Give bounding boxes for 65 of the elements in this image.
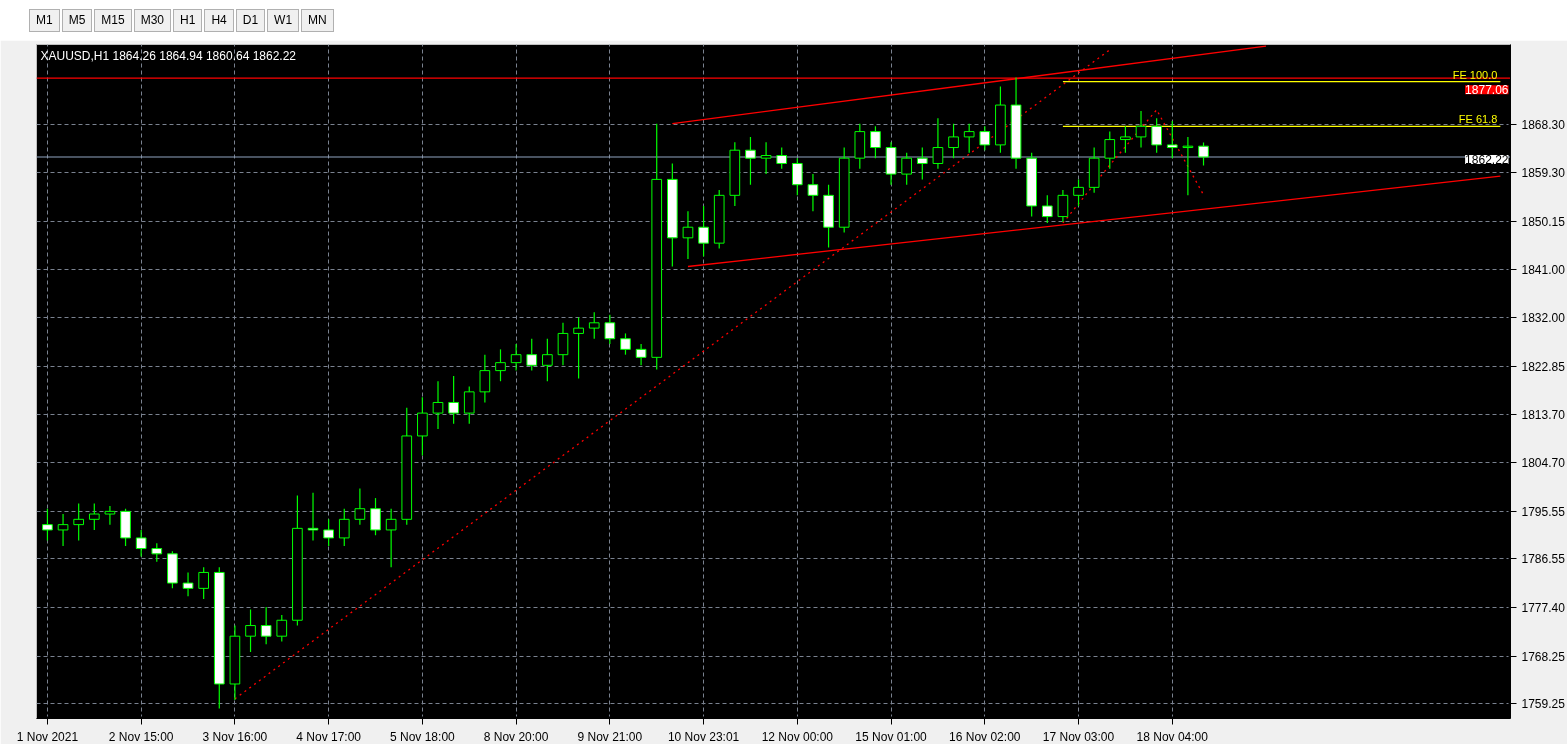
y-tick-label: 1804.70 bbox=[1521, 456, 1566, 470]
y-tick-label: 1859.30 bbox=[1521, 166, 1566, 180]
series-label: FE 61.8 bbox=[1458, 113, 1498, 126]
candlestick bbox=[557, 322, 569, 366]
candlestick bbox=[1010, 76, 1022, 170]
x-tick-label: 15 Nov 01:00 bbox=[855, 729, 928, 744]
x-tick-label: 9 Nov 21:00 bbox=[577, 729, 643, 744]
candlestick bbox=[620, 332, 631, 356]
y-tick-label: 1841.00 bbox=[1521, 263, 1566, 278]
candlestick bbox=[229, 624, 241, 701]
candlestick bbox=[682, 210, 694, 260]
series-label: FE 100.0 bbox=[1452, 68, 1498, 81]
ref-line-label: 1877.06 bbox=[1465, 83, 1509, 98]
candlestick bbox=[432, 380, 444, 430]
y-tick-label: 1759.25 bbox=[1521, 697, 1566, 712]
x-tick-label: 8 Nov 20:00 bbox=[483, 729, 549, 744]
candlestick bbox=[1182, 136, 1194, 196]
y-tick-label: 1795.55 bbox=[1521, 504, 1566, 519]
x-tick-label: 1 Nov 2021 bbox=[16, 729, 79, 744]
x-tick-label: 3 Nov 16:00 bbox=[202, 729, 268, 744]
y-tick-label: 1777.40 bbox=[1521, 600, 1566, 615]
x-tick-label: 17 Nov 03:00 bbox=[1042, 729, 1115, 744]
ref-line-label: 1862.22 bbox=[1465, 152, 1509, 167]
text: M30 bbox=[133, 9, 172, 33]
candlestick bbox=[807, 173, 819, 212]
candlestick bbox=[510, 343, 522, 372]
chart-title: XAUUSD,H1 1864.26 1864.94 1860.64 1862.22 bbox=[40, 48, 297, 63]
y-tick-label: 1850.15 bbox=[1521, 214, 1566, 229]
text: M1 bbox=[29, 9, 60, 33]
x-tick-label: 4 Nov 17:00 bbox=[296, 729, 362, 744]
x-tick-label: 5 Nov 18:00 bbox=[390, 729, 456, 744]
x-tick-label: 2 Nov 15:00 bbox=[108, 729, 174, 744]
candlestick bbox=[1057, 189, 1069, 223]
y-tick-label: 1832.00 bbox=[1521, 311, 1566, 325]
text: W1 bbox=[267, 9, 300, 33]
candlestick bbox=[182, 571, 194, 597]
y-tick-label: 1868.30 bbox=[1521, 118, 1566, 133]
x-tick-label: 16 Nov 02:00 bbox=[949, 729, 1021, 744]
candlestick bbox=[604, 314, 616, 345]
candlestick bbox=[635, 343, 647, 366]
y-tick-label: 1822.85 bbox=[1521, 359, 1566, 374]
text: M15 bbox=[94, 9, 132, 33]
x-tick-label: 18 Nov 04:00 bbox=[1136, 729, 1209, 744]
candlestick bbox=[1135, 110, 1147, 149]
candlestick bbox=[57, 513, 69, 547]
x-tick-label: 10 Nov 23:01 bbox=[667, 729, 740, 744]
text: D1 bbox=[235, 9, 266, 33]
text: MN bbox=[301, 9, 334, 33]
candlestick bbox=[104, 505, 116, 526]
y-tick-label: 1768.25 bbox=[1521, 649, 1566, 664]
candlestick bbox=[385, 508, 397, 568]
text: H4 bbox=[204, 9, 234, 33]
y-tick-label: 1813.70 bbox=[1521, 408, 1566, 423]
candlestick bbox=[292, 494, 303, 627]
candlestick bbox=[885, 141, 897, 186]
text: H1 bbox=[173, 9, 203, 33]
candlestick bbox=[307, 492, 319, 542]
candlestick bbox=[479, 354, 491, 404]
candlestick bbox=[354, 487, 366, 526]
x-tick-label: 12 Nov 00:00 bbox=[761, 729, 834, 744]
text: M5 bbox=[61, 9, 93, 33]
candlestick bbox=[401, 407, 413, 526]
candlestick bbox=[760, 141, 772, 175]
candlestick bbox=[932, 117, 944, 170]
y-tick-label: 1786.55 bbox=[1521, 552, 1566, 567]
